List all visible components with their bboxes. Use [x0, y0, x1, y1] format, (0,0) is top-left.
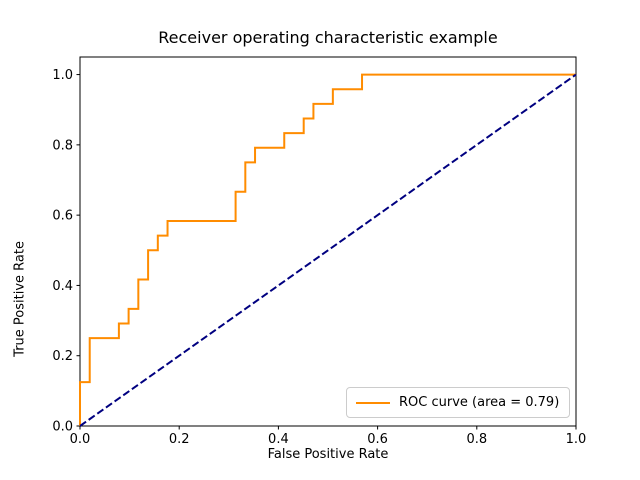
y-tick-label: 0.2	[52, 349, 73, 364]
roc-curve-line	[79, 73, 576, 426]
legend: ROC curve (area = 0.79)	[346, 387, 570, 418]
y-tick-label: 0.0	[52, 420, 73, 435]
x-tick-label: 0.0	[70, 432, 91, 447]
legend-line-swatch	[356, 401, 390, 404]
x-tick-label: 1.0	[566, 432, 587, 447]
y-tick-label: 0.8	[52, 138, 73, 153]
axes-frame	[79, 56, 577, 427]
legend-label: ROC curve (area = 0.79)	[399, 395, 560, 410]
x-axis-label: False Positive Rate	[267, 447, 389, 462]
y-tick-label: 0.4	[52, 279, 73, 294]
y-tick-label: 0.6	[52, 209, 73, 224]
y-axis-label: True Positive Rate	[12, 241, 27, 357]
chart-title: Receiver operating characteristic exampl…	[158, 28, 498, 47]
x-tick-label: 0.2	[169, 432, 190, 447]
x-tick-label: 0.8	[466, 432, 487, 447]
x-tick-label: 0.6	[367, 432, 388, 447]
chance-diagonal-line	[79, 73, 577, 427]
y-tick-label: 1.0	[52, 68, 73, 83]
x-tick-label: 0.4	[268, 432, 289, 447]
